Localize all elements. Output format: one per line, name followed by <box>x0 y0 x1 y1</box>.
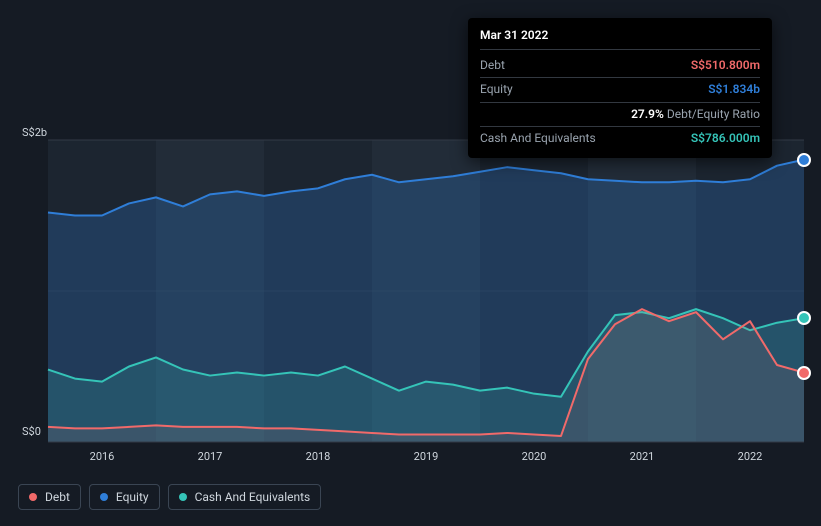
x-axis-label-2019: 2019 <box>414 450 439 463</box>
legend-label: Equity <box>116 490 149 504</box>
marker-equity <box>797 153 811 167</box>
marker-debt <box>797 366 811 380</box>
tooltip-row-label: Equity <box>480 80 513 99</box>
x-axis-label-2020: 2020 <box>522 450 547 463</box>
tooltip-row: Debt S$510.800m <box>480 54 760 78</box>
tooltip-row-value: 27.9% Debt/Equity Ratio <box>631 105 760 124</box>
legend-dot-icon <box>100 493 108 501</box>
tooltip-date: Mar 31 2022 <box>480 26 760 50</box>
tooltip-row-value: S$1.834b <box>708 80 760 99</box>
tooltip-row-value: S$510.800m <box>691 56 760 75</box>
x-axis-label-2016: 2016 <box>90 450 115 463</box>
legend-item-equity[interactable]: Equity <box>89 484 160 510</box>
x-axis-label-2018: 2018 <box>306 450 331 463</box>
tooltip-row-value: S$786.000m <box>691 129 760 148</box>
chart-legend: Debt Equity Cash And Equivalents <box>18 484 321 510</box>
tooltip-row-label: Cash And Equivalents <box>480 129 596 148</box>
x-axis-label-2021: 2021 <box>630 450 655 463</box>
legend-item-debt[interactable]: Debt <box>18 484 81 510</box>
tooltip-row-label: Debt <box>480 56 505 75</box>
tooltip-row: Cash And Equivalents S$786.000m <box>480 127 760 150</box>
chart-tooltip: Mar 31 2022 Debt S$510.800m Equity S$1.834b… <box>468 18 772 158</box>
legend-dot-icon <box>179 493 187 501</box>
tooltip-row: 27.9% Debt/Equity Ratio <box>480 103 760 127</box>
x-axis-label-2017: 2017 <box>198 450 223 463</box>
x-axis-label-2022: 2022 <box>738 450 763 463</box>
legend-label: Debt <box>45 490 70 504</box>
legend-label: Cash And Equivalents <box>195 490 311 504</box>
legend-dot-icon <box>29 493 37 501</box>
legend-item-cash[interactable]: Cash And Equivalents <box>168 484 322 510</box>
marker-cash <box>797 311 811 325</box>
tooltip-row: Equity S$1.834b <box>480 78 760 102</box>
